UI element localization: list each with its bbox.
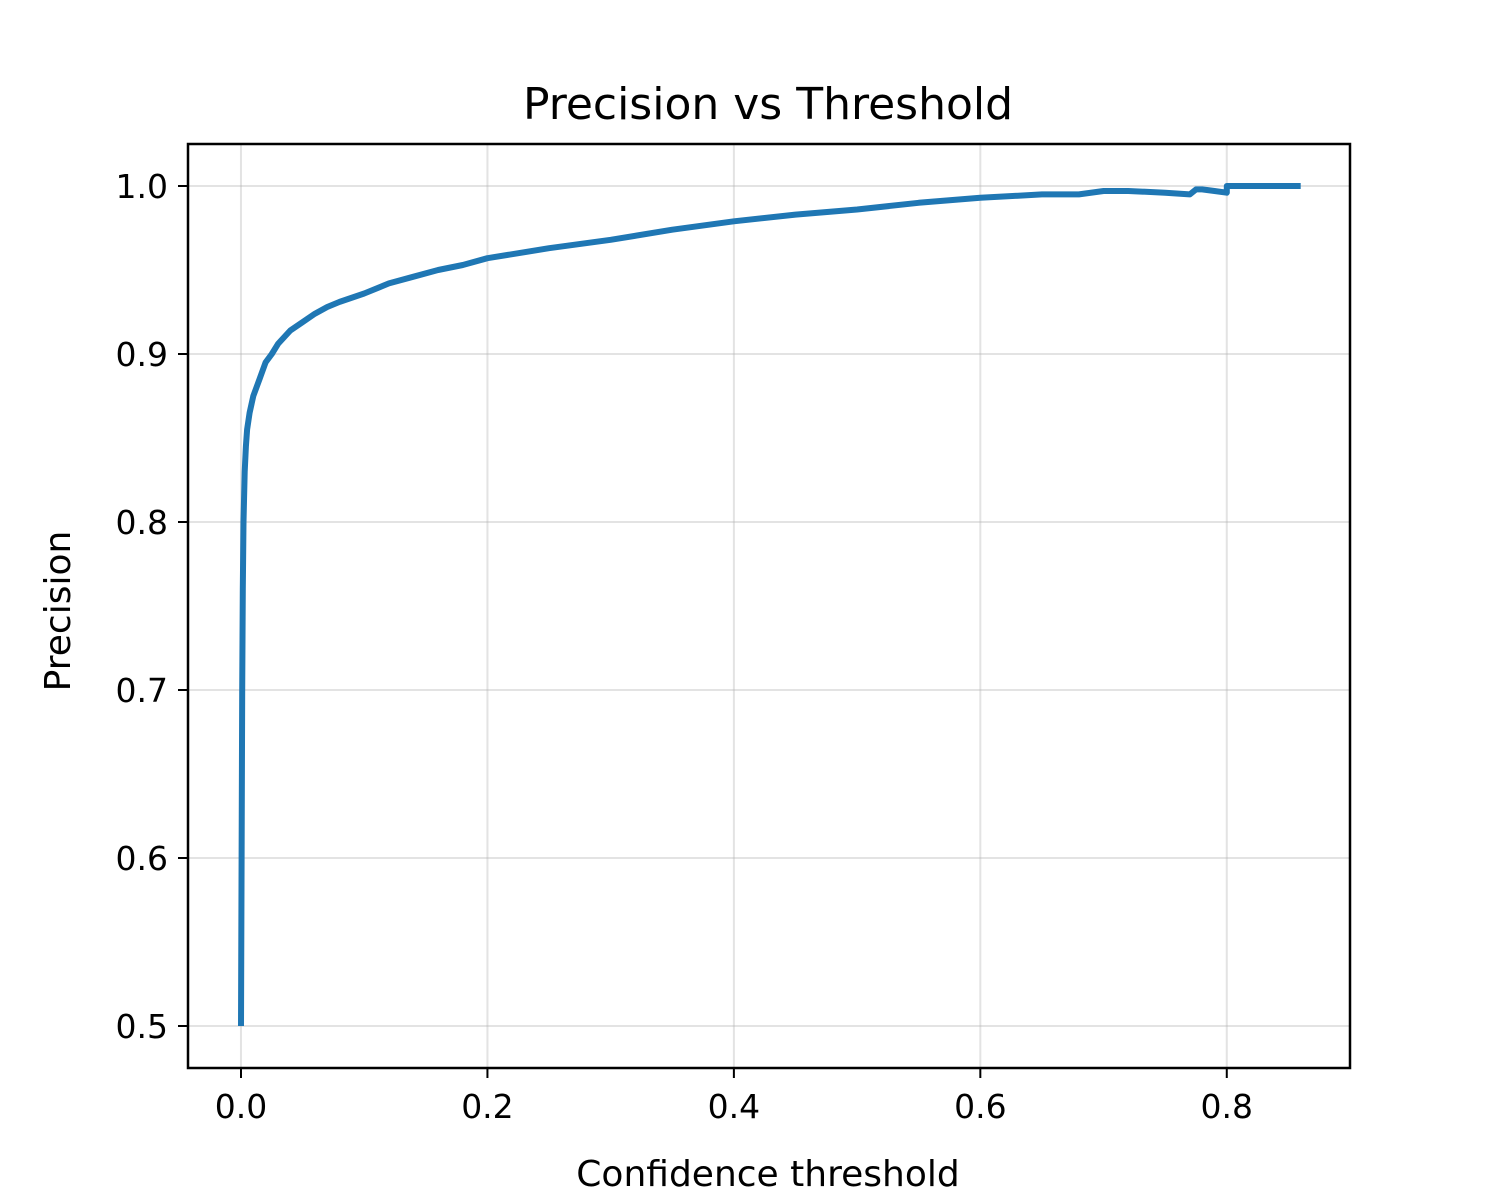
x-tick-label: 0.6	[954, 1087, 1006, 1126]
y-axis-label: Precision	[38, 531, 79, 692]
y-tick-label: 0.7	[116, 671, 168, 710]
y-tick-label: 0.9	[116, 335, 168, 374]
y-tick-label: 0.8	[116, 503, 168, 542]
y-tick-label: 1.0	[116, 167, 168, 206]
y-tick-label: 0.6	[116, 839, 168, 878]
precision-series-line	[238, 183, 1301, 1027]
x-axis-label: Confidence threshold	[576, 1154, 959, 1195]
y-tick-label: 0.5	[116, 1007, 168, 1046]
x-tick-label: 0.4	[708, 1087, 760, 1126]
chart-title: Precision vs Threshold	[523, 79, 1013, 130]
x-tick-label: 0.2	[461, 1087, 513, 1126]
series-group	[238, 183, 1301, 1027]
y-axis-ticks: 0.5 0.6 0.7 0.8 0.9 1.0	[116, 167, 188, 1046]
x-tick-label: 0.0	[215, 1087, 267, 1126]
x-tick-label: 0.8	[1201, 1087, 1253, 1126]
grid	[188, 144, 1350, 1068]
x-axis-ticks: 0.0 0.2 0.4 0.6 0.8	[215, 1068, 1253, 1126]
plot-frame	[186, 142, 1352, 1070]
